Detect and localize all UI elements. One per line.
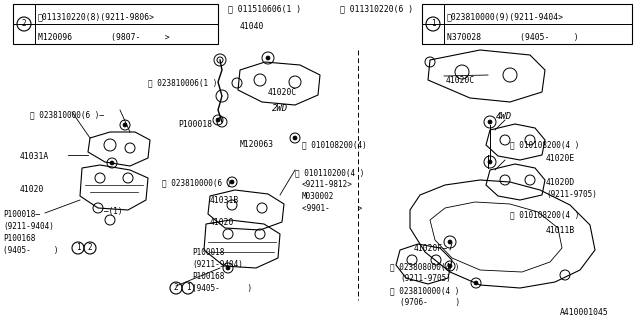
Text: (9706-      ): (9706- ) bbox=[400, 298, 460, 307]
Text: (9405-      ): (9405- ) bbox=[192, 284, 252, 293]
Circle shape bbox=[123, 123, 127, 127]
Text: 2WD: 2WD bbox=[272, 104, 288, 113]
Text: Ⓑ 010108200(4): Ⓑ 010108200(4) bbox=[302, 140, 367, 149]
Text: —(1): —(1) bbox=[104, 207, 122, 216]
Text: 41031B: 41031B bbox=[210, 196, 239, 205]
Text: P100018—: P100018— bbox=[3, 210, 40, 219]
Text: 41011B: 41011B bbox=[546, 226, 575, 235]
Text: 41020D: 41020D bbox=[546, 178, 575, 187]
Text: M030002: M030002 bbox=[302, 192, 334, 201]
Text: 41031A: 41031A bbox=[20, 152, 49, 161]
Text: 1: 1 bbox=[431, 20, 435, 28]
Text: <9901-      >: <9901- > bbox=[302, 204, 362, 213]
Text: Ⓑ 011310220(6 ): Ⓑ 011310220(6 ) bbox=[340, 4, 413, 13]
Text: Ⓝ 023810006(1 ): Ⓝ 023810006(1 ) bbox=[148, 78, 218, 87]
Circle shape bbox=[230, 180, 234, 184]
Circle shape bbox=[110, 161, 114, 165]
Text: 41020F—: 41020F— bbox=[414, 244, 448, 253]
Text: 41040: 41040 bbox=[240, 22, 264, 31]
Text: Ⓝ 023810000(4 ): Ⓝ 023810000(4 ) bbox=[390, 286, 460, 295]
Text: Ⓝ 023808000(4 ): Ⓝ 023808000(4 ) bbox=[390, 262, 460, 271]
Text: P100018: P100018 bbox=[192, 248, 225, 257]
Circle shape bbox=[488, 120, 492, 124]
Bar bbox=[13, 4, 218, 44]
Text: 2: 2 bbox=[173, 284, 179, 292]
Text: 41020: 41020 bbox=[20, 185, 44, 194]
Circle shape bbox=[226, 266, 230, 270]
Text: 4WD: 4WD bbox=[496, 112, 512, 121]
Circle shape bbox=[488, 160, 492, 164]
Text: 41020E: 41020E bbox=[546, 154, 575, 163]
Text: P100168: P100168 bbox=[3, 234, 35, 243]
Text: Ⓑ 011510606(1 ): Ⓑ 011510606(1 ) bbox=[228, 4, 301, 13]
Circle shape bbox=[448, 240, 452, 244]
Bar bbox=[422, 4, 632, 44]
Text: (9211-9705): (9211-9705) bbox=[546, 190, 597, 199]
Text: 41020: 41020 bbox=[210, 218, 234, 227]
Text: Ⓝ 023810000(6 )—: Ⓝ 023810000(6 )— bbox=[30, 110, 104, 119]
Text: (9405-     ): (9405- ) bbox=[3, 246, 58, 255]
Circle shape bbox=[266, 56, 270, 60]
Text: (9211-9404): (9211-9404) bbox=[3, 222, 54, 231]
Circle shape bbox=[448, 264, 452, 268]
Text: A410001045: A410001045 bbox=[560, 308, 609, 317]
Text: P100168: P100168 bbox=[192, 272, 225, 281]
Text: N370028        (9405-     ): N370028 (9405- ) bbox=[447, 33, 579, 42]
Text: Ⓑ 010110200(4 ): Ⓑ 010110200(4 ) bbox=[295, 168, 364, 177]
Text: M120063: M120063 bbox=[240, 140, 274, 149]
Circle shape bbox=[293, 136, 297, 140]
Circle shape bbox=[474, 281, 478, 285]
Text: 2: 2 bbox=[22, 20, 26, 28]
Circle shape bbox=[216, 118, 220, 122]
Text: Ⓝ 023810000(6 ): Ⓝ 023810000(6 ) bbox=[162, 178, 232, 187]
Text: M120096        (9807-     >: M120096 (9807- > bbox=[38, 33, 170, 42]
Text: Ⓝ023810000(9)(9211-9404>: Ⓝ023810000(9)(9211-9404> bbox=[447, 12, 564, 21]
Text: 41020C: 41020C bbox=[268, 88, 297, 97]
Text: Ⓑ011310220(8)(9211-9806>: Ⓑ011310220(8)(9211-9806> bbox=[38, 12, 155, 21]
Text: 2: 2 bbox=[88, 244, 92, 252]
Text: (9211-9404): (9211-9404) bbox=[192, 260, 243, 269]
Text: <9211-9812>: <9211-9812> bbox=[302, 180, 353, 189]
Text: 1: 1 bbox=[76, 244, 80, 252]
Text: Ⓑ 010108200(4 ): Ⓑ 010108200(4 ) bbox=[510, 210, 579, 219]
Text: 1: 1 bbox=[186, 284, 190, 292]
Text: 41020C: 41020C bbox=[446, 76, 476, 85]
Text: (9211-9705): (9211-9705) bbox=[400, 274, 451, 283]
Text: P100018: P100018 bbox=[178, 120, 212, 129]
Text: Ⓑ 010108200(4 ): Ⓑ 010108200(4 ) bbox=[510, 140, 579, 149]
